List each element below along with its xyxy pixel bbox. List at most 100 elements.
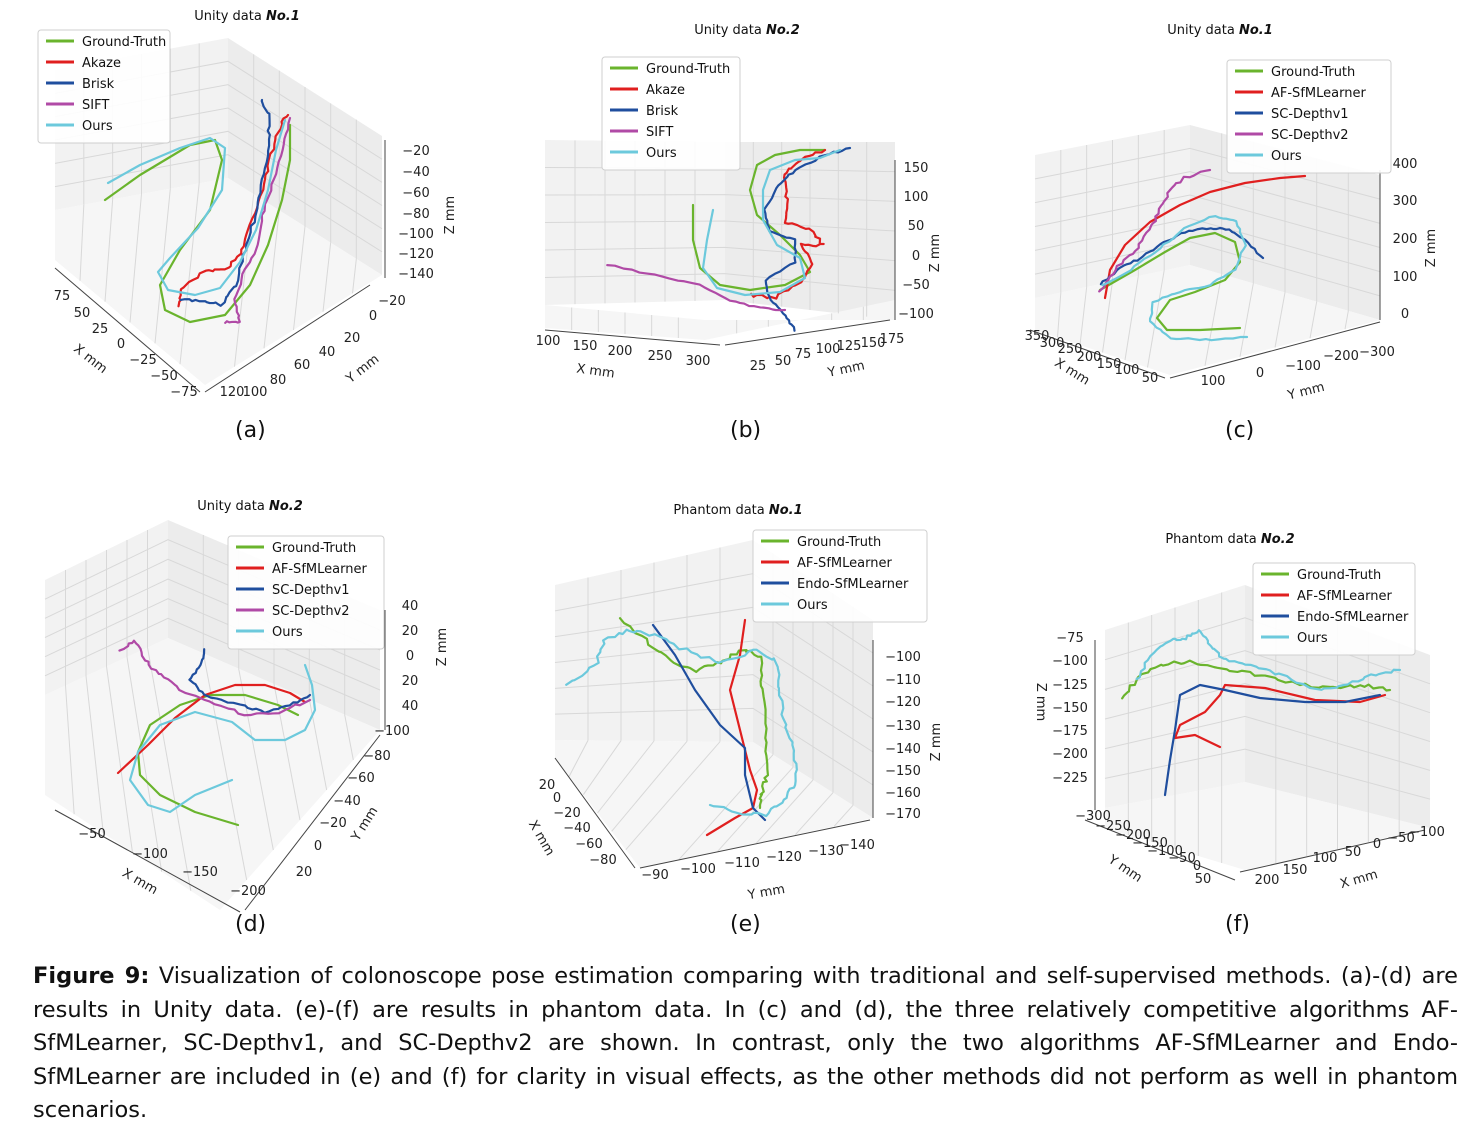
y-tick-label: 40	[319, 345, 336, 360]
panel-a: 75 50 25 0 −25 −50 −75 −20 0 20 40 60 80 100 120 −20 −40…	[0, 0, 490, 450]
trace-endo-sfmlearner	[651, 623, 767, 822]
z-tick-label: −20	[402, 144, 429, 159]
legend-entry: Ours	[82, 119, 113, 134]
y-axis-label: Y mm	[825, 358, 866, 381]
y-tick-label: 175	[880, 332, 905, 347]
legend-box	[37, 29, 171, 144]
y-tick-label: 0	[314, 839, 322, 854]
x-tick-label: 100	[536, 334, 561, 349]
z-tick-label: −75	[1056, 631, 1083, 646]
gridline	[554, 707, 874, 786]
pane-floor-e	[555, 740, 873, 868]
x-axis-label: X mm	[525, 818, 557, 859]
z-axis-label: Z mm	[929, 723, 944, 761]
panel-title-number: No.2	[766, 23, 800, 38]
y-tick-label: −200	[1323, 349, 1359, 364]
gridline	[544, 194, 896, 202]
y-axis-label: Y mm	[343, 352, 382, 387]
trace-sc-depthv2	[1098, 168, 1212, 293]
z-tick-label: −80	[402, 207, 429, 222]
y-tick-label: 60	[294, 358, 311, 373]
trace-af-sfmlearner	[116, 683, 307, 775]
gridline	[544, 220, 896, 232]
trace-sift	[606, 264, 787, 312]
x-axis-line	[1029, 329, 1166, 379]
legend-entry: AF-SfMLearner	[1297, 589, 1392, 604]
x-tick-label: 350	[1025, 329, 1050, 344]
x-tick-label: 250	[648, 349, 673, 364]
x-tick-label: 200	[1255, 873, 1280, 888]
x-tick-label: 75	[54, 289, 71, 304]
legend-box	[752, 529, 928, 623]
trace-sift	[224, 116, 292, 324]
y-axis-line	[724, 319, 891, 346]
gridline	[625, 741, 721, 850]
z-tick-label: 150	[904, 161, 929, 176]
gridline	[568, 740, 589, 777]
panel-title-prefix: Unity data	[694, 23, 766, 38]
y-tick-label: −150	[1132, 836, 1168, 851]
chart-a: 7550250−25−50−75−20020406080100120−20−40…	[37, 9, 458, 400]
y-tick-label: 50	[775, 354, 792, 369]
chart-e: 200−20−40−60−80−90 −100 −110 −120 −130−140−1…	[525, 503, 944, 903]
panel-title-prefix: Unity data	[197, 499, 269, 514]
legend-entry: SC-Depthv1	[1271, 107, 1349, 122]
y-tick-label: 20	[296, 865, 313, 880]
trace-ours	[128, 663, 317, 814]
y-tick-label: 25	[750, 359, 767, 374]
z-tick-label: −170	[885, 807, 921, 822]
z-tick-label: −160	[885, 786, 921, 801]
x-tick-label: 100	[1115, 363, 1140, 378]
x-tick-label: 300	[686, 354, 711, 369]
x-tick-label: 25	[92, 322, 109, 337]
trace-sc-depthv1	[1099, 226, 1265, 286]
legend-entry: Ours	[1297, 631, 1328, 646]
y-tick-label: −20	[319, 816, 346, 831]
trace-ground-truth	[136, 693, 300, 827]
gridline	[147, 647, 192, 891]
gridline	[129, 193, 142, 323]
gridline	[54, 154, 383, 253]
trace-ours	[1101, 215, 1249, 342]
gridline	[126, 656, 163, 872]
trace-sc-depthv2	[118, 639, 312, 717]
trace-brisk	[763, 146, 852, 332]
y-tick-label: 50	[1195, 872, 1212, 887]
gridline	[1102, 281, 1113, 353]
gridline	[1104, 748, 1431, 800]
legend-entry: AF-SfMLearner	[272, 562, 367, 577]
x-tick-label: −40	[563, 821, 590, 836]
x-tick-label: −150	[182, 865, 218, 880]
z-axis-label: Z mm	[1424, 229, 1439, 267]
y-tick-label: −110	[724, 856, 760, 871]
gridline	[1104, 715, 1431, 771]
legend-entry: AF-SfMLearner	[1271, 86, 1366, 101]
gridline	[263, 210, 280, 349]
y-tick-label: 0	[1193, 859, 1201, 874]
gridline	[756, 779, 814, 844]
z-tick-label: −150	[885, 764, 921, 779]
gridline	[582, 740, 622, 795]
x-axis-line	[54, 267, 201, 393]
trace-sc-depthv1	[188, 648, 312, 714]
y-tick-label: 100	[816, 342, 841, 357]
x-tick-label: −60	[575, 837, 602, 852]
y-tick-label: −140	[839, 838, 875, 853]
y-axis-line	[1084, 819, 1236, 881]
x-tick-label: 0	[117, 337, 125, 352]
gridline	[1079, 286, 1088, 346]
y-tick-label: 100	[243, 385, 268, 400]
y-axis-label: Y mm	[1285, 380, 1326, 404]
x-tick-label: 150	[1097, 357, 1122, 372]
x-tick-label: 300	[1040, 336, 1065, 351]
gridline	[238, 668, 274, 851]
y-tick-label: −120	[766, 850, 802, 865]
trace-ours	[106, 118, 287, 297]
x-tick-label: 20	[539, 778, 556, 793]
gridline	[85, 675, 104, 834]
gridline	[794, 792, 834, 836]
z-tick-label: −100	[898, 307, 934, 322]
panel-label-d: (d)	[235, 912, 267, 937]
